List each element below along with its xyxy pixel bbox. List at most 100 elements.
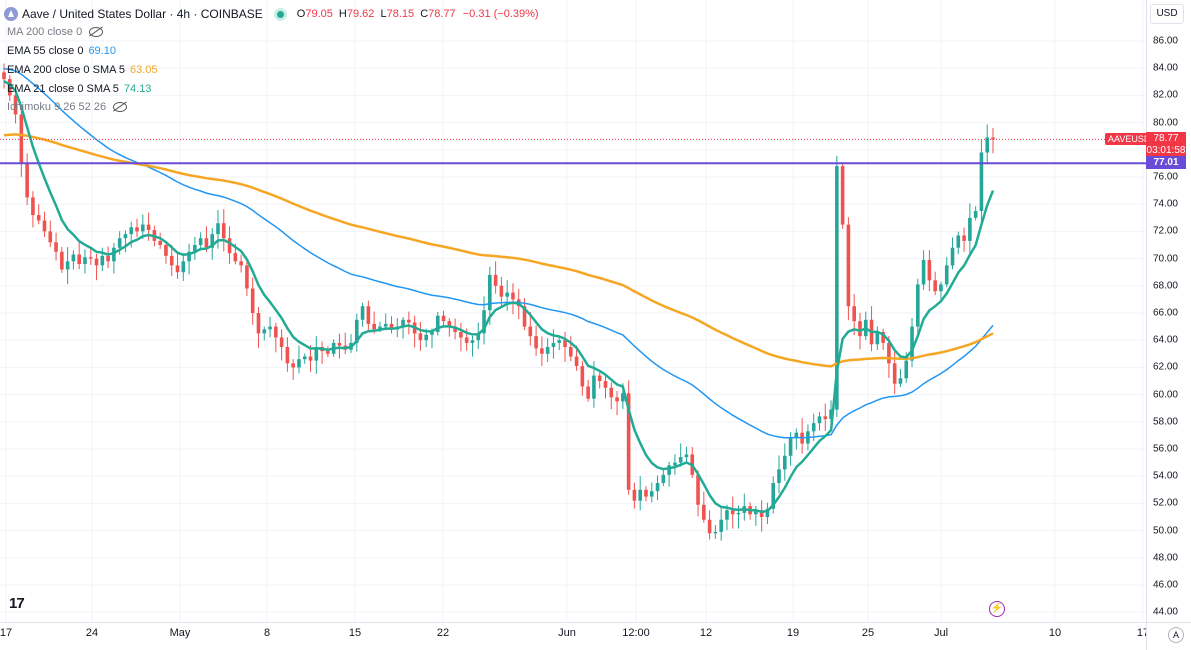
candle-body xyxy=(730,510,735,515)
price-tick: 60.00 xyxy=(1152,389,1178,401)
candle-body xyxy=(968,217,972,241)
price-axis[interactable]: 86.0084.0082.0080.0078.0076.0074.0072.00… xyxy=(1146,0,1191,622)
open-label: O xyxy=(296,8,306,20)
candle-body xyxy=(568,347,573,357)
lightning-icon[interactable]: ⚡ xyxy=(989,601,1005,617)
candle-body xyxy=(829,409,833,420)
candle-body xyxy=(383,323,388,327)
candle-body xyxy=(933,280,937,292)
close-value: 78.77 xyxy=(428,8,456,20)
eye-hidden-icon[interactable] xyxy=(89,27,104,37)
candle-body xyxy=(551,342,556,347)
candle-body xyxy=(285,347,290,364)
price-tick: 52.00 xyxy=(1152,497,1178,509)
price-tick: 62.00 xyxy=(1152,361,1178,373)
candle-body xyxy=(927,259,932,281)
candle-body xyxy=(557,340,562,343)
indicator-ema55[interactable]: EMA 55 close 0 69.10 xyxy=(7,45,116,57)
candle-body xyxy=(279,337,284,347)
candle-body xyxy=(54,242,58,252)
auto-scale-button[interactable]: A xyxy=(1168,627,1184,643)
candle-body xyxy=(707,519,712,534)
candle-body xyxy=(65,261,70,270)
candle-body xyxy=(592,375,596,399)
indicator-ema21[interactable]: EMA 21 close 0 SMA 5 74.13 xyxy=(7,83,151,95)
candle-body xyxy=(540,348,544,354)
candle-body xyxy=(505,292,509,297)
price-chart[interactable] xyxy=(0,0,1146,622)
time-tick: 25 xyxy=(861,627,875,639)
candle-body xyxy=(268,326,272,330)
indicator-ma200[interactable]: MA 200 close 0 xyxy=(7,26,104,38)
price-tick: 64.00 xyxy=(1152,334,1178,346)
candle-body xyxy=(765,508,770,517)
candle-body xyxy=(979,152,984,211)
candle-body xyxy=(626,393,631,490)
candle-body xyxy=(615,397,619,402)
candle-body xyxy=(250,288,255,313)
candle-body xyxy=(476,333,481,341)
price-tick: 76.00 xyxy=(1152,171,1178,183)
candle-body xyxy=(973,211,978,218)
symbol-price-badge: AAVEUSD xyxy=(1105,133,1154,145)
candle-body xyxy=(522,306,527,327)
horizontal-line-label: 77.01 xyxy=(1146,156,1186,169)
time-tick: Jul xyxy=(933,627,949,639)
moving-average-lines xyxy=(3,67,995,514)
indicator-label: Ichimoku 9 26 52 26 xyxy=(7,101,107,113)
tradingview-logo[interactable]: 17 xyxy=(9,595,25,612)
candle-body xyxy=(372,323,376,330)
time-axis[interactable]: 17 24 May 8 15 22 Jun 12:00 12 19 25 Jul 10 17 xyxy=(0,622,1149,650)
symbol-title[interactable]: Aave / United States Dollar · 4h · COINB… xyxy=(22,7,263,21)
time-tick: May xyxy=(169,627,191,639)
open-value: 79.05 xyxy=(305,8,333,20)
candle-body xyxy=(129,227,134,235)
bar-countdown: 03:01:58 xyxy=(1146,145,1186,156)
candle-body xyxy=(193,245,197,252)
candle-body xyxy=(678,457,683,463)
indicator-ichimoku[interactable]: Ichimoku 9 26 52 26 xyxy=(7,101,128,113)
candle-body xyxy=(528,326,533,337)
indicator-ema200[interactable]: EMA 200 close 0 SMA 5 63.05 xyxy=(7,64,158,76)
indicator-value: 69.10 xyxy=(88,45,116,57)
candle-body xyxy=(649,491,654,497)
price-tick: 44.00 xyxy=(1152,606,1178,618)
candle-body xyxy=(117,238,122,248)
candle-body xyxy=(401,319,405,327)
currency-selector[interactable]: USD xyxy=(1150,4,1184,24)
time-tick: 8 xyxy=(263,627,271,639)
candle-body xyxy=(817,416,822,424)
candle-body xyxy=(360,306,365,320)
candle-body xyxy=(777,469,781,483)
candle-body xyxy=(881,332,885,343)
price-tick: 68.00 xyxy=(1152,280,1178,292)
candle-body xyxy=(337,342,342,346)
candlestick-series xyxy=(2,63,995,541)
candle-body xyxy=(898,378,903,384)
eye-hidden-icon[interactable] xyxy=(113,102,128,112)
candle-body xyxy=(719,519,723,532)
symbol-header[interactable]: Aave / United States Dollar · 4h · COINB… xyxy=(4,7,539,21)
change-value: −0.31 (−0.39%) xyxy=(462,8,539,20)
candle-body xyxy=(2,72,6,80)
candle-body xyxy=(944,265,949,285)
ema200-line xyxy=(3,133,994,368)
candle-body xyxy=(366,306,371,324)
time-tick: 19 xyxy=(786,627,800,639)
candle-body xyxy=(430,332,434,335)
time-tick: 22 xyxy=(436,627,450,639)
indicator-label: EMA 21 close 0 SMA 5 xyxy=(7,83,119,95)
candle-body xyxy=(939,284,943,292)
candle-body xyxy=(782,455,787,470)
candle-body xyxy=(887,342,891,364)
candle-body xyxy=(204,238,209,248)
candle-body xyxy=(13,95,18,115)
candle-body xyxy=(221,223,226,239)
time-tick: 12:00 xyxy=(622,627,650,639)
candle-body xyxy=(274,326,278,338)
candle-body xyxy=(355,319,359,343)
ema55-line xyxy=(3,67,994,439)
candle-body xyxy=(106,255,110,262)
high-label: H xyxy=(338,8,347,20)
candle-body xyxy=(233,253,238,262)
